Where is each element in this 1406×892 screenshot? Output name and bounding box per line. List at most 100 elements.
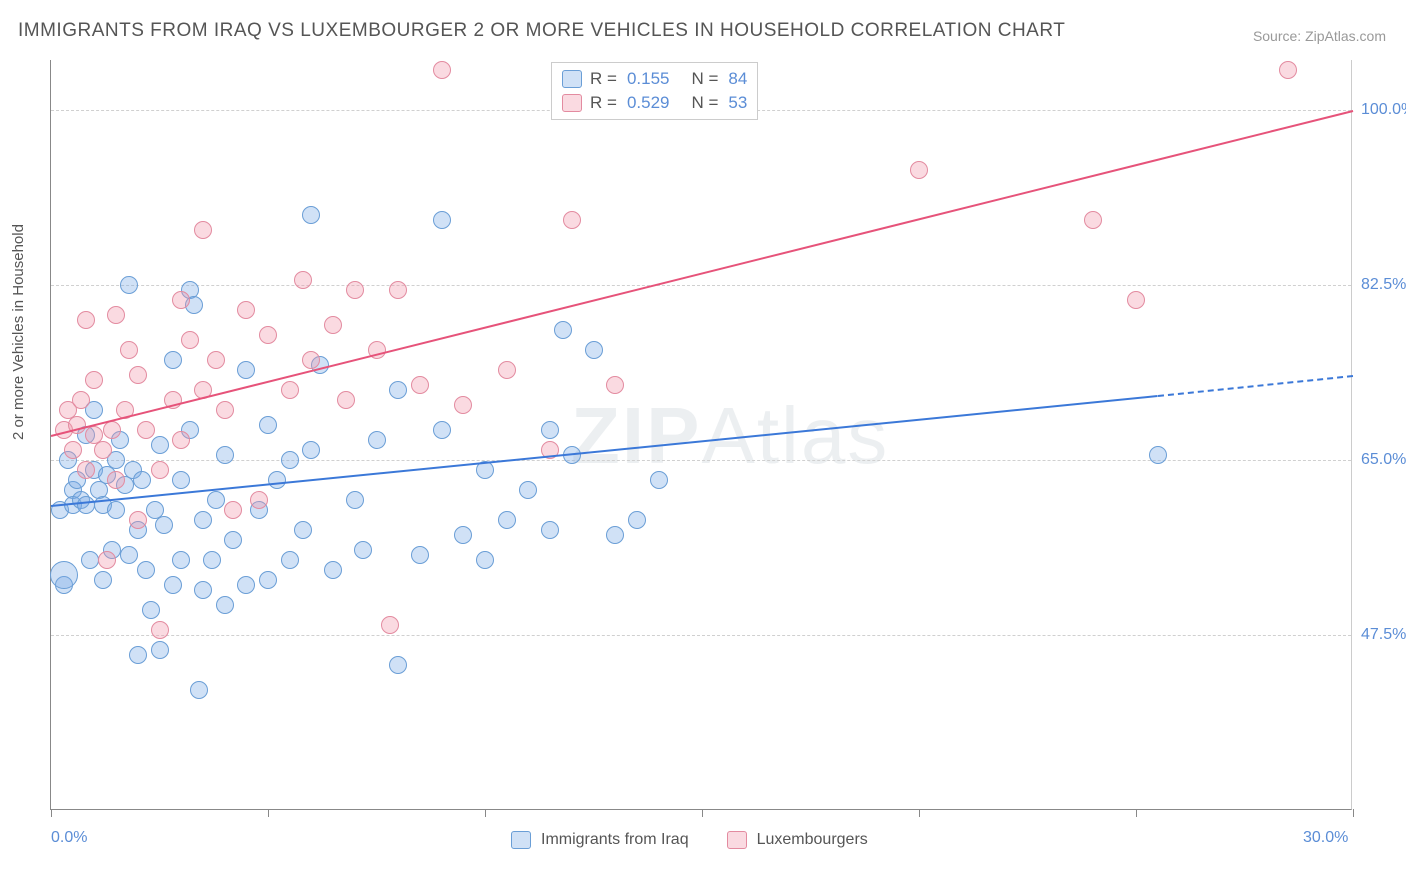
point-iraq bbox=[294, 521, 312, 539]
point-iraq bbox=[268, 471, 286, 489]
point-iraq bbox=[389, 381, 407, 399]
point-lux bbox=[346, 281, 364, 299]
point-lux bbox=[129, 511, 147, 529]
point-iraq bbox=[129, 646, 147, 664]
point-iraq bbox=[498, 511, 516, 529]
stat-r-value: 0.529 bbox=[627, 93, 670, 113]
point-iraq bbox=[137, 561, 155, 579]
stat-r-label: R = bbox=[590, 93, 617, 113]
stat-n-label: N = bbox=[691, 69, 718, 89]
point-lux bbox=[181, 331, 199, 349]
point-iraq bbox=[77, 496, 95, 514]
point-lux bbox=[294, 271, 312, 289]
point-lux bbox=[77, 311, 95, 329]
point-lux bbox=[98, 551, 116, 569]
point-lux bbox=[94, 441, 112, 459]
x-tick bbox=[1353, 809, 1354, 817]
stat-n-value: 84 bbox=[728, 69, 747, 89]
point-lux bbox=[237, 301, 255, 319]
point-iraq bbox=[224, 531, 242, 549]
point-iraq bbox=[107, 501, 125, 519]
point-iraq bbox=[203, 551, 221, 569]
point-iraq bbox=[554, 321, 572, 339]
point-lux bbox=[259, 326, 277, 344]
point-iraq bbox=[541, 421, 559, 439]
point-iraq bbox=[151, 641, 169, 659]
point-lux bbox=[77, 461, 95, 479]
point-iraq bbox=[50, 561, 78, 589]
point-iraq bbox=[133, 471, 151, 489]
point-iraq bbox=[142, 601, 160, 619]
x-tick-label: 30.0% bbox=[1303, 829, 1348, 847]
point-lux bbox=[563, 211, 581, 229]
point-lux bbox=[137, 421, 155, 439]
point-lux bbox=[324, 316, 342, 334]
point-iraq bbox=[207, 491, 225, 509]
point-iraq bbox=[281, 451, 299, 469]
stat-r-value: 0.155 bbox=[627, 69, 670, 89]
point-lux bbox=[224, 501, 242, 519]
x-tick bbox=[51, 809, 52, 817]
stat-n-value: 53 bbox=[728, 93, 747, 113]
point-lux bbox=[1084, 211, 1102, 229]
stat-r-label: R = bbox=[590, 69, 617, 89]
point-lux bbox=[207, 351, 225, 369]
point-lux bbox=[64, 441, 82, 459]
point-lux bbox=[120, 341, 138, 359]
point-iraq bbox=[1149, 446, 1167, 464]
chart-title: IMMIGRANTS FROM IRAQ VS LUXEMBOURGER 2 O… bbox=[18, 20, 1065, 42]
gridline bbox=[51, 635, 1351, 636]
legend-series-label: Immigrants from Iraq bbox=[541, 831, 689, 849]
point-iraq bbox=[411, 546, 429, 564]
trend-line bbox=[1158, 375, 1353, 397]
stat-legend: R = 0.155 N = 84 R = 0.529 N = 53 bbox=[551, 62, 758, 120]
point-iraq bbox=[120, 546, 138, 564]
point-iraq bbox=[389, 656, 407, 674]
point-iraq bbox=[454, 526, 472, 544]
point-iraq bbox=[368, 431, 386, 449]
point-lux bbox=[107, 306, 125, 324]
point-iraq bbox=[194, 581, 212, 599]
y-tick-label: 100.0% bbox=[1361, 101, 1406, 119]
point-lux bbox=[194, 221, 212, 239]
point-iraq bbox=[151, 436, 169, 454]
point-iraq bbox=[281, 551, 299, 569]
point-lux bbox=[454, 396, 472, 414]
point-iraq bbox=[94, 571, 112, 589]
gridline bbox=[51, 285, 1351, 286]
point-iraq bbox=[302, 206, 320, 224]
point-lux bbox=[302, 351, 320, 369]
point-lux bbox=[107, 471, 125, 489]
point-iraq bbox=[172, 471, 190, 489]
point-iraq bbox=[216, 596, 234, 614]
point-lux bbox=[389, 281, 407, 299]
series-legend: Immigrants from Iraq Luxembourgers bbox=[511, 831, 868, 849]
legend-swatch bbox=[727, 831, 747, 849]
point-iraq bbox=[346, 491, 364, 509]
point-lux bbox=[381, 616, 399, 634]
point-iraq bbox=[172, 551, 190, 569]
point-iraq bbox=[259, 416, 277, 434]
point-iraq bbox=[81, 551, 99, 569]
stat-legend-row: R = 0.155 N = 84 bbox=[562, 67, 747, 91]
y-tick-label: 82.5% bbox=[1361, 276, 1406, 294]
watermark-text: ZIPAtlas bbox=[571, 390, 889, 482]
point-iraq bbox=[354, 541, 372, 559]
point-lux bbox=[433, 61, 451, 79]
stat-n-label: N = bbox=[691, 93, 718, 113]
point-iraq bbox=[237, 361, 255, 379]
stat-legend-row: R = 0.529 N = 53 bbox=[562, 91, 747, 115]
point-lux bbox=[498, 361, 516, 379]
point-lux bbox=[85, 371, 103, 389]
point-iraq bbox=[585, 341, 603, 359]
point-iraq bbox=[194, 511, 212, 529]
legend-series-label: Luxembourgers bbox=[757, 831, 868, 849]
point-iraq bbox=[433, 421, 451, 439]
x-tick bbox=[702, 809, 703, 817]
point-lux bbox=[250, 491, 268, 509]
point-iraq bbox=[216, 446, 234, 464]
point-lux bbox=[337, 391, 355, 409]
point-iraq bbox=[606, 526, 624, 544]
y-axis-label: 2 or more Vehicles in Household bbox=[10, 224, 27, 440]
point-iraq bbox=[519, 481, 537, 499]
